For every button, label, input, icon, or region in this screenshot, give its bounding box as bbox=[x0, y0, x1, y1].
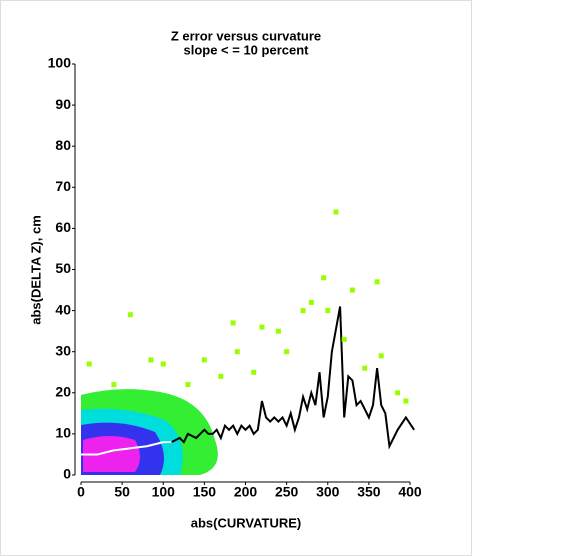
y-tick-label: 40 bbox=[55, 301, 71, 317]
frame bbox=[0, 0, 472, 556]
point bbox=[234, 349, 240, 355]
point bbox=[395, 390, 401, 396]
y-tick-label: 20 bbox=[55, 384, 71, 400]
point bbox=[127, 312, 133, 318]
point bbox=[148, 357, 154, 363]
point bbox=[251, 369, 257, 375]
point bbox=[325, 308, 331, 314]
x-tick-label: 300 bbox=[316, 484, 340, 500]
x-tick-label: 400 bbox=[398, 484, 422, 500]
point bbox=[230, 320, 236, 326]
point bbox=[374, 279, 380, 285]
point bbox=[185, 382, 191, 388]
point bbox=[362, 365, 368, 371]
y-axis-label: abs(DELTA Z), cm bbox=[28, 215, 43, 325]
line bbox=[81, 441, 172, 456]
y-tick-label: 70 bbox=[55, 178, 71, 194]
density bbox=[81, 389, 218, 475]
line bbox=[171, 306, 415, 450]
x-tick-label: 250 bbox=[275, 484, 299, 500]
x-tick-label: 100 bbox=[152, 484, 176, 500]
point bbox=[378, 353, 384, 359]
point bbox=[218, 373, 224, 379]
point bbox=[86, 361, 92, 367]
point bbox=[341, 336, 347, 342]
x-tick-label: 200 bbox=[234, 484, 258, 500]
density-magenta bbox=[83, 436, 140, 472]
y-tick-label: 100 bbox=[48, 55, 72, 71]
point bbox=[300, 308, 306, 314]
point bbox=[321, 275, 327, 281]
point bbox=[111, 382, 117, 388]
chart-title: Z error versus curvature bbox=[171, 28, 321, 43]
x-tick-label: 150 bbox=[193, 484, 217, 500]
y-tick-label: 90 bbox=[55, 96, 71, 112]
x-tick-label: 0 bbox=[77, 484, 85, 500]
point bbox=[333, 209, 339, 215]
x-tick-label: 50 bbox=[114, 484, 130, 500]
chart-subtitle: slope < = 10 percent bbox=[183, 42, 309, 57]
y-tick-label: 60 bbox=[55, 219, 71, 235]
point bbox=[403, 398, 409, 404]
y-tick-label: 0 bbox=[63, 466, 71, 482]
point bbox=[160, 361, 166, 367]
point bbox=[308, 299, 314, 305]
y-tick-label: 80 bbox=[55, 137, 71, 153]
point bbox=[284, 349, 290, 355]
x-tick-label: 350 bbox=[357, 484, 381, 500]
y-tick-label: 10 bbox=[55, 425, 71, 441]
point bbox=[201, 357, 207, 363]
y-tick-label: 30 bbox=[55, 342, 71, 358]
point bbox=[259, 324, 265, 330]
point bbox=[275, 328, 281, 334]
x-axis-label: abs(CURVATURE) bbox=[191, 515, 302, 530]
point bbox=[349, 287, 355, 293]
y-tick-label: 50 bbox=[55, 260, 71, 276]
